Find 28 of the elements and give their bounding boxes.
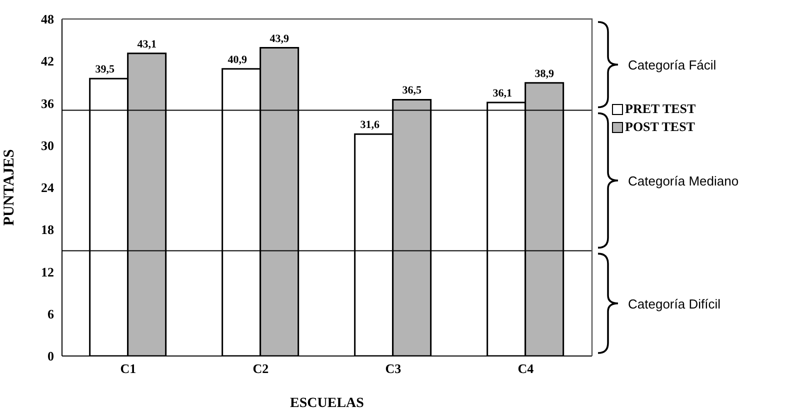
y-axis-title: PUNTAJES (1, 149, 18, 226)
text: 40,9 (228, 54, 247, 66)
y-tick-label: 18 (41, 222, 54, 238)
text: 39,5 (95, 64, 114, 76)
text: Categoría Mediano (628, 173, 739, 188)
y-tick-label: 6 (48, 306, 54, 322)
x-axis-title: ESCUELAS (290, 396, 364, 411)
y-tick-label: 48 (41, 12, 54, 27)
x-tick-label: C3 (385, 361, 402, 376)
y-tick-label: 42 (41, 54, 54, 69)
x-tick-label: C2 (252, 361, 269, 376)
y-tick-label: 12 (41, 264, 54, 280)
y-tick-label: 36 (41, 96, 54, 111)
x-tick-label: C1 (120, 361, 136, 376)
text: 43,1 (137, 38, 156, 50)
text: 36,1 (492, 88, 512, 100)
legend-label: POST TEST (625, 118, 695, 136)
text: 43,9 (270, 32, 289, 45)
y-tick-label: 24 (41, 180, 54, 196)
text: 36,5 (402, 84, 422, 97)
text: Categoría Difícil (628, 296, 721, 312)
y-tick-label: 0 (48, 348, 54, 364)
text: Categoría Fácil (628, 58, 716, 73)
legend-label: PRET TEST (625, 100, 696, 118)
y-tick-label: 30 (41, 138, 54, 153)
text: 38,9 (534, 68, 554, 80)
x-tick-label: C4 (518, 361, 534, 376)
text: 31,6 (360, 119, 380, 132)
